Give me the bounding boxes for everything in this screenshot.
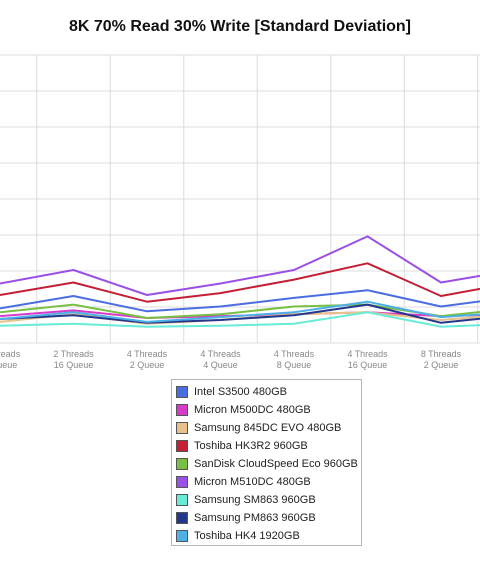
x-tick-label-line1: 4 Threads [127, 349, 168, 359]
legend-label: Samsung PM863 960GB [194, 512, 316, 524]
legend-item[interactable]: Samsung 845DC EVO 480GB [176, 419, 357, 437]
x-tick-label-line1: 8 Threads [421, 349, 462, 359]
legend-item[interactable]: Micron M510DC 480GB [176, 473, 357, 491]
legend-item[interactable]: Samsung PM863 960GB [176, 509, 357, 527]
legend-swatch [176, 458, 188, 470]
legend-swatch [176, 494, 188, 506]
series-line-0 [0, 289, 480, 313]
x-tick-label-line2: 16 Queue [54, 360, 94, 370]
x-tick-label-line1: 2 Threads [0, 349, 21, 359]
x-tick-label-line1: 4 Threads [200, 349, 241, 359]
legend-swatch [176, 440, 188, 452]
legend-label: Toshiba HK4 1920GB [194, 530, 300, 542]
legend-swatch [176, 386, 188, 398]
legend-item[interactable]: Toshiba HK3R2 960GB [176, 437, 357, 455]
legend-label: Micron M500DC 480GB [194, 404, 311, 416]
legend-swatch [176, 404, 188, 416]
x-tick-label-line1: 4 Threads [274, 349, 315, 359]
series-line-6 [0, 311, 480, 328]
legend-item[interactable]: Intel S3500 480GB [176, 383, 357, 401]
legend-label: Intel S3500 480GB [194, 386, 287, 398]
gridlines [0, 54, 480, 344]
x-tick-label-line2: 4 Queue [203, 360, 238, 370]
series-line-8 [0, 300, 480, 323]
legend-item[interactable]: SanDisk CloudSpeed Eco 960GB [176, 455, 358, 473]
x-tick-label-line2: 16 Queue [348, 360, 388, 370]
legend-label: Samsung 845DC EVO 480GB [194, 422, 342, 434]
series-line-5 [0, 235, 480, 296]
legend-swatch [176, 512, 188, 524]
legend-label: SanDisk CloudSpeed Eco 960GB [194, 458, 358, 470]
legend-swatch [176, 422, 188, 434]
legend-swatch [176, 476, 188, 488]
x-tick-label-line1: 2 Threads [53, 349, 94, 359]
legend-item[interactable]: Toshiba HK4 1920GB [176, 527, 357, 545]
legend: Intel S3500 480GB Micron M500DC 480GB Sams… [171, 379, 362, 546]
legend-label: Toshiba HK3R2 960GB [194, 440, 308, 452]
x-tick-label-line2: 8 Queue [0, 360, 17, 370]
x-tick-label-line2: 2 Queue [424, 360, 459, 370]
legend-item[interactable]: Samsung SM863 960GB [176, 491, 357, 509]
chart-title: 8K 70% Read 30% Write [Standard Deviatio… [68, 18, 412, 35]
legend-swatch [176, 530, 188, 542]
series-line-3 [0, 262, 480, 303]
x-tick-label-line1: 4 Threads [347, 349, 388, 359]
legend-label: Samsung SM863 960GB [194, 494, 316, 506]
series-line-7 [0, 303, 480, 324]
x-tick-label-line2: 2 Queue [130, 360, 165, 370]
legend-label: Micron M510DC 480GB [194, 476, 311, 488]
legend-item[interactable]: Micron M500DC 480GB [176, 401, 357, 419]
x-tick-label-line2: 8 Queue [277, 360, 312, 370]
series-lines [0, 235, 480, 328]
